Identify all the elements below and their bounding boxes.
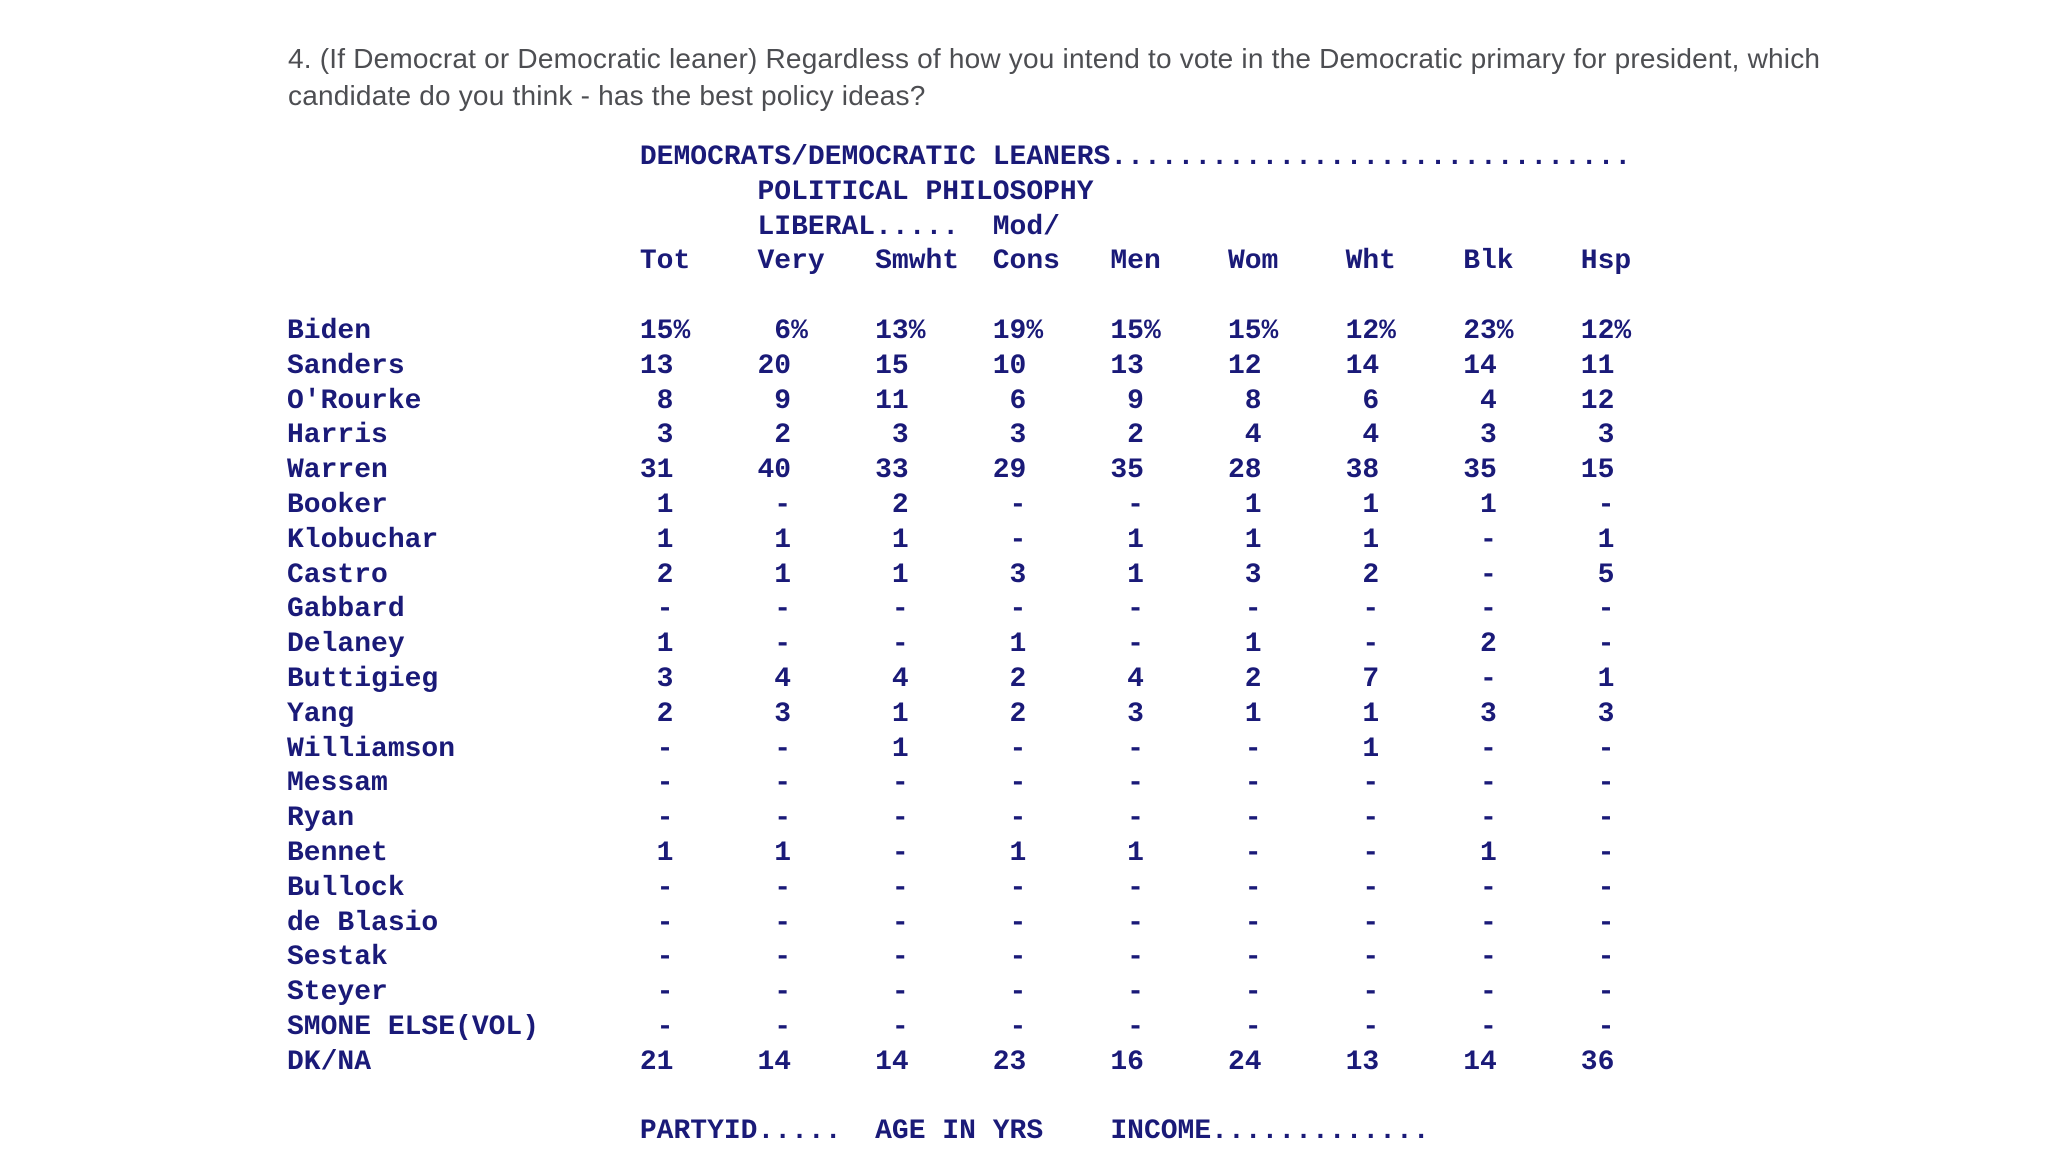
table-row: Bennet 1 1 - 1 1 - - 1 -	[287, 837, 1699, 869]
crosstab-table: DEMOCRATS/DEMOCRATIC LEANERS............…	[287, 141, 1698, 1150]
table-subgroup-header: LIBERAL..... Mod/	[287, 211, 1060, 243]
table-row: de Blasio - - - - - - - - -	[287, 907, 1699, 939]
table-spacer	[287, 280, 1698, 315]
table-row: Ryan - - - - - - - - -	[287, 803, 1699, 835]
table-row: Sanders 13 20 15 10 13 12 14 14 11	[287, 350, 1699, 382]
table-row: Williamson - - 1 - - - 1 - -	[287, 733, 1699, 765]
table-row: Harris 3 2 3 3 2 4 4 3 3	[287, 420, 1699, 452]
table-row: Bullock - - - - - - - - -	[287, 872, 1699, 904]
table-row: Sestak - - - - - - - - -	[287, 942, 1699, 974]
question-line-1: 4. (If Democrat or Democratic leaner) Re…	[288, 43, 1821, 74]
table-row: Castro 2 1 1 3 1 3 2 - 5	[287, 559, 1699, 591]
table-row: Booker 1 - 2 - - 1 1 1 -	[287, 489, 1699, 521]
table-row: Steyer - - - - - - - - -	[287, 977, 1699, 1009]
question-line-2: candidate do you think - has the best po…	[288, 80, 926, 111]
table-row: SMONE ELSE(VOL) - - - - - - - - -	[287, 1011, 1699, 1043]
table-group-header: DEMOCRATS/DEMOCRATIC LEANERS............…	[287, 142, 1632, 173]
table-column-header: Tot Very Smwht Cons Men Wom Wht Blk Hsp	[287, 246, 1699, 278]
table-row: DK/NA 21 14 14 23 16 24 13 14 36	[287, 1046, 1699, 1078]
table-row: Delaney 1 - - 1 - 1 - 2 -	[287, 629, 1699, 661]
table-row: O'Rourke 8 9 11 6 9 8 6 4 12	[287, 385, 1699, 417]
table-row: Biden 15% 6% 13% 19% 15% 15% 12% 23% 12%	[287, 315, 1699, 347]
table-row: Buttigieg 3 4 4 2 4 2 7 - 1	[287, 663, 1699, 695]
table-row: Gabbard - - - - - - - - -	[287, 594, 1699, 626]
table-row: Klobuchar 1 1 1 - 1 1 1 - 1	[287, 524, 1699, 556]
table-row: Messam - - - - - - - - -	[287, 768, 1699, 800]
question-text: 4. (If Democrat or Democratic leaner) Re…	[288, 40, 1820, 114]
table-spacer	[287, 1081, 1698, 1116]
table-row: Yang 2 3 1 2 3 1 1 3 3	[287, 698, 1699, 730]
table-philosophy-header: POLITICAL PHILOSOPHY	[287, 176, 1094, 208]
table-footer: PARTYID..... AGE IN YRS INCOME..........…	[287, 1116, 1430, 1148]
table-row: Warren 31 40 33 29 35 28 38 35 15	[287, 455, 1699, 487]
